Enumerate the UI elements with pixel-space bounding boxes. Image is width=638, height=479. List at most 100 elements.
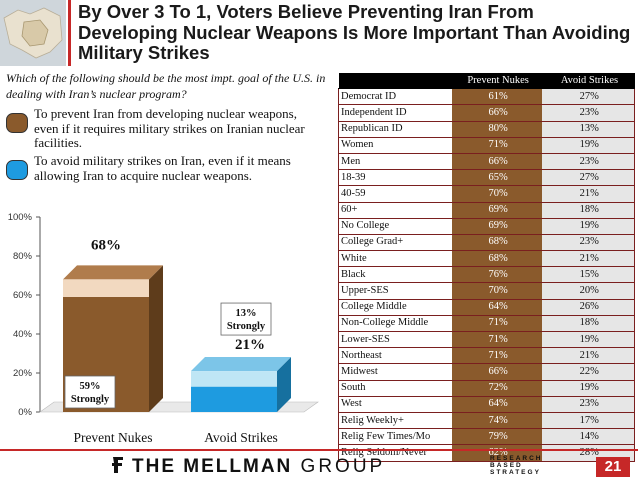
strongly-callout-pct: 59% xyxy=(80,381,101,392)
table-header-prevent: Prevent Nukes xyxy=(451,73,543,90)
bar-total-label: 21% xyxy=(235,337,265,353)
map-icon xyxy=(0,0,66,66)
row-prevent-value: 68% xyxy=(451,234,543,252)
row-group-label: South xyxy=(337,380,452,397)
crosstab-table: Prevent Nukes Avoid Strikes Democrat ID 6… xyxy=(337,73,636,462)
row-prevent-value: 64% xyxy=(451,396,543,413)
row-group-label: Midwest xyxy=(337,363,452,381)
row-group-label: Relig Few Times/Mo xyxy=(337,428,452,446)
mellman-logo-mark-icon xyxy=(112,457,123,473)
footer-tagline: RESEARCH BASED STRATEGY xyxy=(490,455,542,476)
legend-label-avoid: To avoid military strikes on Iran, even … xyxy=(34,153,291,183)
row-avoid-value: 23% xyxy=(542,396,636,413)
legend-swatch-avoid xyxy=(6,160,28,180)
row-prevent-value: 64% xyxy=(451,299,543,316)
table-row: College Grad+ 68% 23% xyxy=(337,234,636,252)
bar-chart-svg: 0% 20% 40% 60% 80% 100% Prevent Nukes 68% 59% Str… xyxy=(8,212,319,445)
table-row: Midwest 66% 22% xyxy=(337,363,636,381)
x-category-label: Prevent Nukes xyxy=(73,430,152,445)
row-prevent-value: 79% xyxy=(451,428,543,446)
strongly-callout-box xyxy=(220,302,272,336)
row-avoid-value: 17% xyxy=(542,412,636,430)
table-row: 18-39 65% 27% xyxy=(337,169,636,187)
row-group-label: Democrat ID xyxy=(337,88,452,106)
row-prevent-value: 66% xyxy=(451,104,543,122)
row-avoid-value: 20% xyxy=(542,282,636,300)
row-prevent-value: 71% xyxy=(451,315,543,333)
row-prevent-value: 71% xyxy=(451,331,543,349)
table-row: No College 69% 19% xyxy=(337,218,636,235)
legend-label-prevent: To prevent Iran from developing nuclear … xyxy=(34,106,305,150)
page-title: By Over 3 To 1, Voters Believe Preventin… xyxy=(78,1,631,63)
row-avoid-value: 26% xyxy=(542,299,636,316)
table-row: Relig Seldom/Never 62% 28% xyxy=(337,444,636,462)
row-avoid-value: 19% xyxy=(542,137,636,154)
row-avoid-value: 23% xyxy=(542,234,636,252)
bar-top-0 xyxy=(63,265,163,280)
row-prevent-value: 62% xyxy=(451,444,543,462)
table-header-row: Prevent Nukes Avoid Strikes xyxy=(338,73,635,90)
table-row: Relig Weekly+ 74% 17% xyxy=(337,412,636,430)
row-group-label: Men xyxy=(337,153,452,171)
bar-total-label: 68% xyxy=(91,237,121,253)
bar-soft-segment-1 xyxy=(191,371,277,387)
table-row: 40-59 70% 21% xyxy=(337,185,636,203)
footer-accent-rule xyxy=(0,449,638,451)
row-prevent-value: 66% xyxy=(451,363,543,381)
row-prevent-value: 76% xyxy=(451,266,543,284)
survey-question: Which of the following should be the mos… xyxy=(6,71,326,101)
table-row: West 64% 23% xyxy=(337,396,636,413)
table-row: Independent ID 66% 23% xyxy=(337,104,636,122)
logo-the: THE xyxy=(132,456,184,477)
row-group-label: 40-59 xyxy=(337,185,452,203)
bar-strong-segment-1 xyxy=(191,386,277,412)
table-row: White 68% 21% xyxy=(337,250,636,268)
row-group-label: No College xyxy=(337,218,452,235)
row-avoid-value: 23% xyxy=(542,153,636,171)
y-tick-label: 0% xyxy=(18,407,32,418)
row-prevent-value: 72% xyxy=(451,380,543,397)
row-group-label: White xyxy=(337,250,452,268)
y-tick-label: 40% xyxy=(13,329,33,340)
tagline-line: RESEARCH xyxy=(490,455,543,462)
table-row: College Middle 64% 26% xyxy=(337,299,636,316)
table-row: Upper-SES 70% 20% xyxy=(337,282,636,300)
tagline-line: BASED xyxy=(490,462,523,469)
row-group-label: Relig Seldom/Never xyxy=(337,444,452,462)
logo-mellman: MELLMAN xyxy=(183,456,293,477)
bar-side-0 xyxy=(149,265,163,412)
row-group-label: Non-College Middle xyxy=(337,315,452,333)
y-tick-label: 60% xyxy=(13,290,33,301)
y-tick-label: 20% xyxy=(13,368,33,379)
strongly-callout-text: Strongly xyxy=(227,321,266,332)
row-group-label: Lower-SES xyxy=(337,331,452,349)
row-prevent-value: 71% xyxy=(451,137,543,154)
strongly-callout-text: Strongly xyxy=(71,394,110,405)
row-avoid-value: 13% xyxy=(542,121,636,138)
bar-top-1 xyxy=(191,357,291,372)
row-prevent-value: 65% xyxy=(451,169,543,187)
table-row: South 72% 19% xyxy=(337,380,636,397)
row-group-label: Black xyxy=(337,266,452,284)
row-group-label: College Grad+ xyxy=(337,234,452,252)
title-accent-rule xyxy=(68,0,71,66)
row-prevent-value: 70% xyxy=(451,185,543,203)
row-group-label: West xyxy=(337,396,452,413)
row-group-label: Relig Weekly+ xyxy=(337,412,452,430)
row-group-label: Independent ID xyxy=(337,104,452,122)
row-avoid-value: 27% xyxy=(542,169,636,187)
x-category-label: Avoid Strikes xyxy=(204,430,278,445)
row-avoid-value: 27% xyxy=(542,88,636,106)
table-header-blank xyxy=(338,73,452,90)
page-number: 21 xyxy=(596,457,630,477)
legend-item-prevent: To prevent Iran from developing nuclear … xyxy=(6,106,326,153)
row-prevent-value: 80% xyxy=(451,121,543,138)
row-prevent-value: 71% xyxy=(451,347,543,365)
title-bar: By Over 3 To 1, Voters Believe Preventin… xyxy=(0,0,638,68)
row-avoid-value: 19% xyxy=(542,331,636,349)
row-prevent-value: 61% xyxy=(451,88,543,106)
mellman-logo: THE MELLMAN GROUP xyxy=(132,456,385,477)
strongly-callout-pct: 13% xyxy=(236,308,257,319)
row-avoid-value: 19% xyxy=(542,380,636,397)
row-avoid-value: 23% xyxy=(542,104,636,122)
